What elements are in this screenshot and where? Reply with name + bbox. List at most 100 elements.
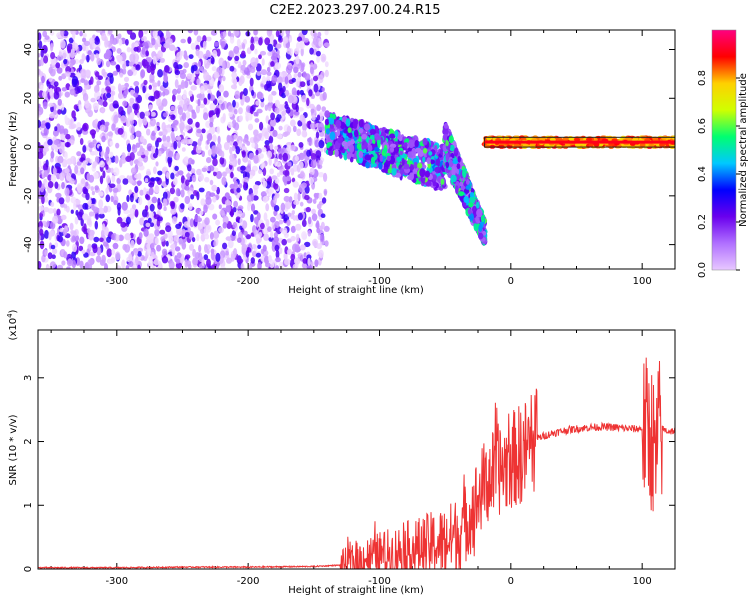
heatmap-cell [317, 122, 325, 131]
heatmap-cell [323, 190, 327, 196]
heatmap-cell [242, 137, 249, 144]
heatmap-cell [190, 85, 197, 91]
heatmap-cell [39, 228, 44, 236]
heatmap-cell [283, 178, 288, 186]
heatmap-cell [140, 69, 146, 79]
heatmap-cell [96, 57, 101, 66]
heatmap-cell [290, 168, 295, 176]
heatmap-cell [60, 214, 67, 221]
heatmap-cell [191, 122, 195, 129]
heatmap-cell [209, 192, 216, 197]
heatmap-cell [84, 69, 91, 77]
heatmap-cell [318, 139, 325, 149]
heatmap-cell [316, 104, 321, 112]
heatmap-cell [101, 254, 106, 264]
heatmap-cell [284, 200, 292, 210]
heatmap-cell [249, 77, 254, 87]
heatmap-cell [203, 97, 208, 105]
heatmap-cell [292, 181, 299, 188]
heatmap-cell [53, 139, 60, 146]
heatmap-cell [99, 237, 104, 243]
heatmap-cell [72, 243, 77, 253]
heatmap-cell [283, 187, 290, 194]
heatmap-cell [151, 242, 155, 249]
heatmap-cell [172, 177, 178, 186]
heatmap-cell [196, 191, 200, 201]
heatmap-cell [43, 55, 49, 64]
heatmap-cell [262, 180, 268, 188]
heatmap-cell [149, 203, 155, 212]
heatmap-cell [273, 182, 279, 190]
heatmap-cell [240, 64, 246, 71]
heatmap-cell [296, 89, 300, 96]
heatmap-cell [105, 194, 111, 203]
heatmap-cell [230, 208, 234, 218]
heatmap-cell [133, 80, 140, 87]
heatmap-cell [184, 156, 189, 163]
heatmap-cell [38, 69, 41, 76]
heatmap-cell [131, 204, 137, 210]
heatmap-cell [170, 201, 175, 210]
heatmap-cell [324, 69, 329, 78]
heatmap-cell [329, 131, 336, 141]
heatmap-cell [82, 160, 88, 166]
heatmap-cell [383, 167, 388, 173]
heatmap-cell [283, 252, 288, 261]
heatmap-cell [90, 97, 96, 103]
heatmap-cell [307, 216, 312, 225]
heatmap-cell [278, 82, 283, 92]
heatmap-cell [275, 161, 282, 167]
heatmap-cell [270, 230, 274, 239]
heatmap-cell [264, 140, 270, 146]
heatmap-cell [91, 197, 96, 205]
heatmap-cell [197, 60, 201, 68]
heatmap-cell [64, 187, 70, 197]
heatmap-cell [311, 208, 316, 215]
heatmap-cell [313, 160, 317, 167]
heatmap-cell [226, 257, 232, 264]
heatmap-cell [134, 248, 139, 256]
heatmap-cell [178, 170, 184, 176]
heatmap-cell [196, 78, 201, 86]
heatmap-cell [47, 208, 54, 214]
heatmap-cell [124, 244, 131, 253]
heatmap-cell [293, 73, 298, 78]
heatmap-cell [293, 110, 300, 116]
heatmap-cell [162, 91, 166, 97]
heatmap-cell [334, 148, 339, 158]
heatmap-cell [120, 115, 126, 122]
heatmap-cell [71, 75, 79, 86]
heatmap-cell [116, 64, 121, 73]
heatmap-cell [73, 201, 77, 211]
heatmap-cell [361, 145, 365, 150]
heatmap-cell [369, 128, 376, 135]
heatmap-cell [293, 66, 299, 74]
heatmap-cell [320, 71, 325, 79]
heatmap-cell [291, 77, 297, 83]
heatmap-cell [277, 148, 284, 154]
heatmap-cell [199, 210, 204, 216]
heatmap-cell [169, 187, 175, 195]
heatmap-cell [52, 167, 57, 176]
heatmap-cell [358, 151, 364, 159]
heatmap-cell [265, 144, 271, 152]
heatmap-cell [204, 63, 210, 69]
heatmap-cell [121, 201, 128, 211]
heatmap-cell [218, 84, 225, 93]
heatmap-cell [378, 161, 383, 170]
heatmap-cell [163, 74, 168, 84]
heatmap-cell [116, 177, 121, 185]
heatmap-cell [156, 98, 162, 107]
heatmap-cell [105, 164, 109, 170]
heatmap-cell [292, 125, 297, 133]
heatmap-cell [158, 131, 164, 136]
heatmap-cell [346, 152, 352, 160]
heatmap-cell [66, 266, 71, 269]
heatmap-cell [104, 263, 108, 269]
heatmap-cell [133, 46, 139, 52]
heatmap-cell [275, 249, 280, 259]
heatmap-cell [319, 233, 325, 243]
heatmap-cell [174, 165, 179, 172]
heatmap-cell [205, 144, 209, 150]
heatmap-cell [245, 105, 251, 113]
